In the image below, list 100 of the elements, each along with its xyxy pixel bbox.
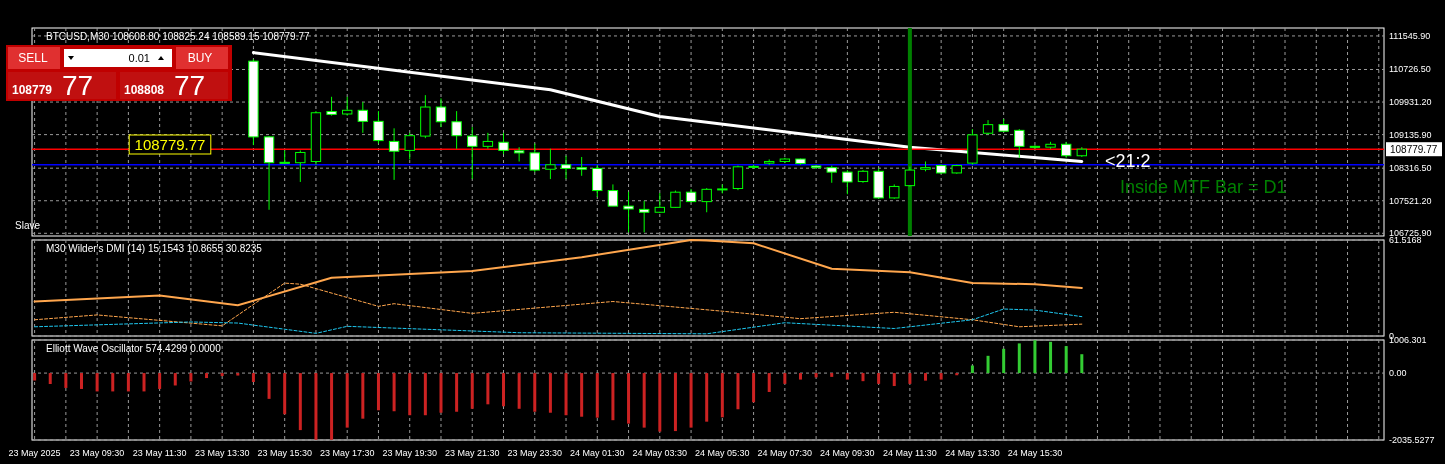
bar	[673, 373, 677, 432]
line-series	[251, 51, 1084, 163]
y-tick-label: 110726.50	[1389, 64, 1431, 75]
bar	[330, 373, 334, 440]
x-tick-label: 23 May 13:30	[194, 448, 250, 458]
candlestick	[529, 142, 540, 173]
bar	[1064, 346, 1068, 374]
bar	[220, 373, 224, 377]
bar	[798, 373, 802, 380]
candlestick	[701, 187, 712, 213]
bar	[1002, 348, 1006, 374]
x-tick-label: 23 May 23:30	[507, 448, 563, 458]
candlestick	[373, 110, 384, 144]
candlestick	[342, 96, 353, 117]
bar	[205, 373, 209, 379]
bar	[142, 373, 146, 392]
bar	[236, 373, 240, 376]
x-tick-label: 23 May 2025	[8, 448, 61, 458]
bar	[439, 373, 443, 413]
chart-title: Elliott Wave Oscillator 574.4299 0.0000	[46, 343, 222, 354]
candlestick	[576, 156, 587, 177]
candlestick	[295, 149, 306, 183]
x-tick-label: 24 May 01:30	[570, 448, 625, 458]
bar	[861, 373, 865, 382]
annotation: Slave	[15, 220, 41, 231]
bar	[111, 373, 115, 392]
annotation: 77	[62, 70, 94, 101]
x-tick-label: 23 May 21:30	[444, 448, 500, 458]
chart-title: M30 Wilder's DMI (14) 15.1543 10.8655 30.8235	[46, 243, 263, 254]
bar	[783, 373, 787, 384]
candlestick	[592, 164, 603, 198]
bar	[345, 373, 349, 428]
bar	[627, 373, 631, 424]
bar	[33, 373, 37, 381]
bar	[95, 373, 99, 392]
annotation: SELL	[18, 51, 48, 65]
annotation: 0.01	[128, 52, 150, 64]
bar	[830, 373, 834, 377]
candlestick	[623, 191, 634, 233]
candlestick	[638, 200, 650, 233]
candlestick	[607, 183, 619, 207]
candlestick	[482, 132, 494, 150]
bar	[845, 373, 849, 380]
bar	[189, 373, 193, 382]
bar	[470, 373, 474, 409]
annotation: BUY	[187, 51, 213, 65]
bar	[970, 365, 974, 374]
candlestick	[513, 146, 525, 162]
candlestick	[1029, 144, 1041, 150]
bar	[80, 373, 83, 389]
candlestick	[467, 126, 478, 180]
x-tick-label: 24 May 05:30	[695, 448, 750, 458]
x-tick-label: 24 May 07:30	[757, 448, 813, 458]
bar	[126, 373, 130, 392]
x-tick-label: 24 May 11:30	[882, 448, 937, 458]
annotation: 77	[174, 70, 206, 101]
bar	[564, 373, 568, 416]
annotation: 108779	[12, 83, 53, 97]
bar	[392, 373, 396, 412]
bar	[1017, 343, 1021, 374]
x-tick-label: 23 May 19:30	[382, 448, 437, 458]
y-tick-label: -2035.5277	[1389, 435, 1435, 445]
candlestick	[326, 96, 337, 117]
bar	[314, 373, 318, 440]
bar	[486, 373, 490, 405]
candlestick	[279, 149, 290, 165]
bar	[423, 373, 427, 416]
bar	[892, 373, 896, 387]
bar	[689, 373, 693, 428]
bar	[736, 373, 740, 410]
bar	[1080, 354, 1084, 374]
bar	[642, 373, 646, 428]
bar	[158, 373, 162, 389]
bar	[767, 373, 771, 392]
y-tick-label: 111545.90	[1389, 30, 1431, 41]
bar	[752, 373, 756, 403]
candlestick	[404, 132, 415, 160]
y-tick-label: 108316.50	[1389, 163, 1432, 174]
y-tick-label: 107521.20	[1389, 195, 1432, 206]
x-tick-label: 23 May 11:30	[132, 448, 187, 458]
bar	[814, 373, 818, 378]
chart-title: BTCUSD,M30 108608.80 108825.24 108589.15 108779.77	[46, 31, 310, 42]
candlestick	[545, 148, 556, 180]
x-tick-label: 24 May 15:30	[1007, 448, 1063, 458]
x-tick-label: 23 May 17:30	[319, 448, 375, 458]
bar	[580, 373, 584, 417]
candlestick	[357, 101, 369, 134]
candlestick	[498, 132, 509, 155]
annotation: 108779.77	[134, 136, 206, 153]
y-tick-label: 109135.90	[1389, 129, 1432, 140]
x-tick-label: 24 May 03:30	[632, 448, 688, 458]
candlestick	[435, 97, 447, 128]
bar	[658, 373, 662, 432]
candlestick	[842, 169, 853, 195]
x-tick-label: 24 May 13:30	[945, 448, 1000, 458]
bar	[986, 355, 990, 374]
candlestick	[388, 127, 400, 181]
bar	[1033, 340, 1037, 374]
bar	[173, 373, 177, 386]
candlestick	[1014, 128, 1025, 159]
